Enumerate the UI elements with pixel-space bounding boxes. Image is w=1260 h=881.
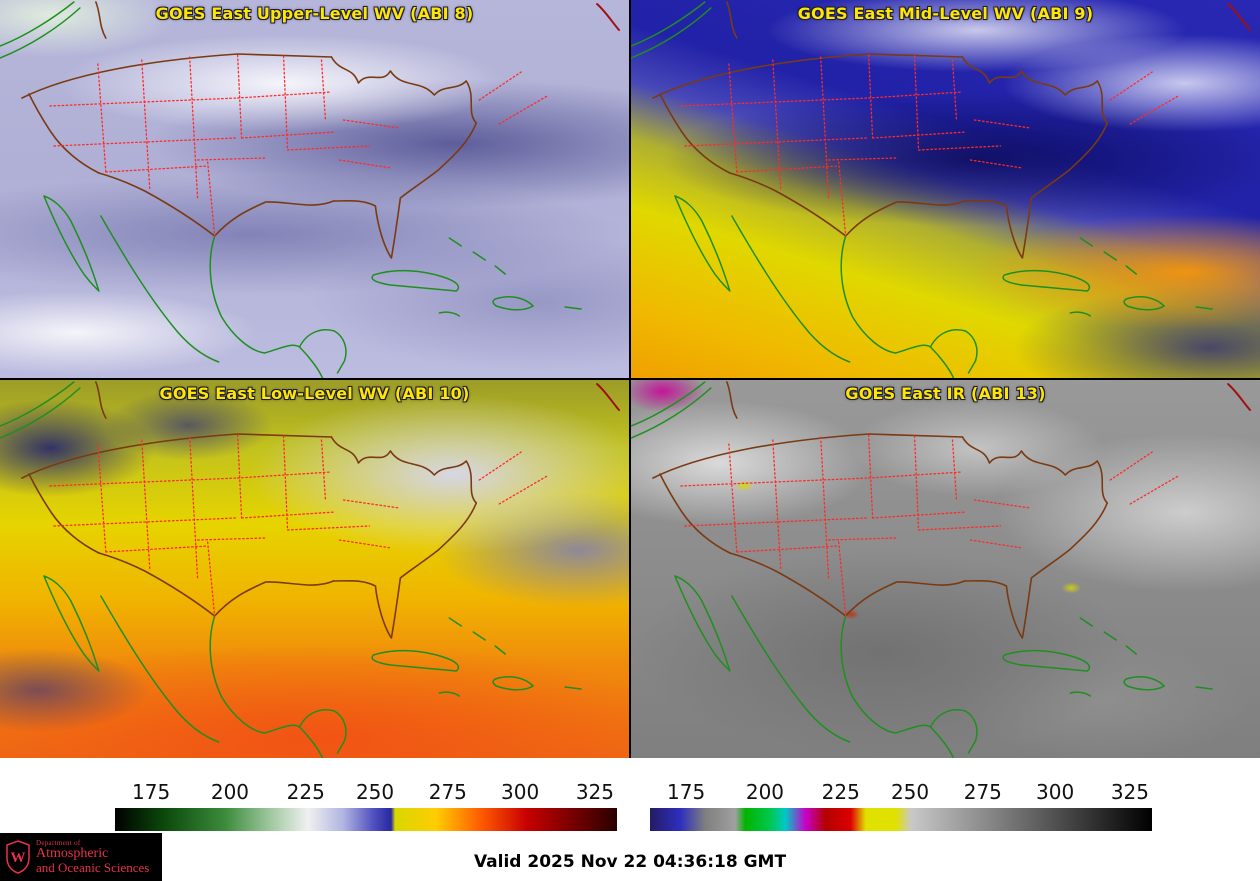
basemap-overlay [631, 381, 1252, 758]
panel-low-level-wv: GOES East Low-Level WV (ABI 10) [0, 380, 629, 758]
panel-grid: GOES East Upper-Level WV (ABI 8) GOES Ea… [0, 0, 1260, 758]
panel-title-abi9: GOES East Mid-Level WV (ABI 9) [797, 4, 1094, 23]
colorbar-tick: 300 [501, 780, 540, 804]
valid-time: Valid 2025 Nov 22 04:36:18 GMT [473, 852, 787, 872]
basemap-overlay [0, 381, 621, 758]
logo-line1: Atmospheric [36, 845, 109, 861]
crest-monogram: W [11, 850, 26, 866]
colorbar-tick: 325 [575, 780, 614, 804]
colorbar-tick: 200 [745, 780, 785, 804]
logo-line2: and Oceanic Sciences [36, 860, 150, 876]
basemap-overlay [0, 1, 621, 378]
satellite-image-abi8 [0, 0, 629, 378]
logo-department: Department of [36, 838, 81, 847]
colorbar-tick: 250 [355, 780, 395, 804]
uw-crest-icon: W [6, 840, 30, 874]
logo-text: Department of Atmospheric and Oceanic Sc… [36, 838, 150, 876]
colorbar-tick: 325 [1110, 780, 1149, 804]
aos-logo: W Department of Atmospheric and Oceanic … [0, 833, 162, 881]
colorbar-tick: 275 [963, 780, 1002, 804]
basemap-overlay [631, 1, 1252, 378]
panel-title-abi8: GOES East Upper-Level WV (ABI 8) [155, 4, 474, 23]
panel-title-abi13: GOES East IR (ABI 13) [845, 384, 1046, 403]
colorbar-tick: 200 [210, 780, 250, 804]
panel-title-abi10: GOES East Low-Level WV (ABI 10) [159, 384, 470, 403]
satellite-image-abi13 [631, 380, 1260, 758]
ir-colorbar-block: 175 200 225 250 275 300 325 [650, 758, 1152, 833]
ir-colorbar [650, 808, 1152, 831]
colorbar-tick: 250 [890, 780, 930, 804]
colorbar-tick: 275 [428, 780, 467, 804]
panel-ir: GOES East IR (ABI 13) [631, 380, 1260, 758]
satellite-image-abi9 [631, 0, 1260, 378]
colorbar-tick: 225 [821, 780, 860, 804]
colorbar-tick: 300 [1036, 780, 1075, 804]
wv-colorbar [115, 808, 617, 831]
colorbar-tick: 175 [132, 780, 171, 804]
wv-colorbar-block: 175 200 225 250 275 300 325 [115, 758, 617, 833]
colorbar-tick: 225 [286, 780, 325, 804]
ir-colorbar-ticks: 175 200 225 250 275 300 325 [650, 780, 1152, 806]
wv-colorbar-ticks: 175 200 225 250 275 300 325 [115, 780, 617, 806]
colorbar-tick: 175 [667, 780, 706, 804]
panel-mid-level-wv: GOES East Mid-Level WV (ABI 9) [631, 0, 1260, 378]
footer: 175 200 225 250 275 300 325 175 200 225 … [0, 758, 1260, 881]
satellite-image-abi10 [0, 380, 629, 758]
panel-upper-level-wv: GOES East Upper-Level WV (ABI 8) [0, 0, 629, 378]
